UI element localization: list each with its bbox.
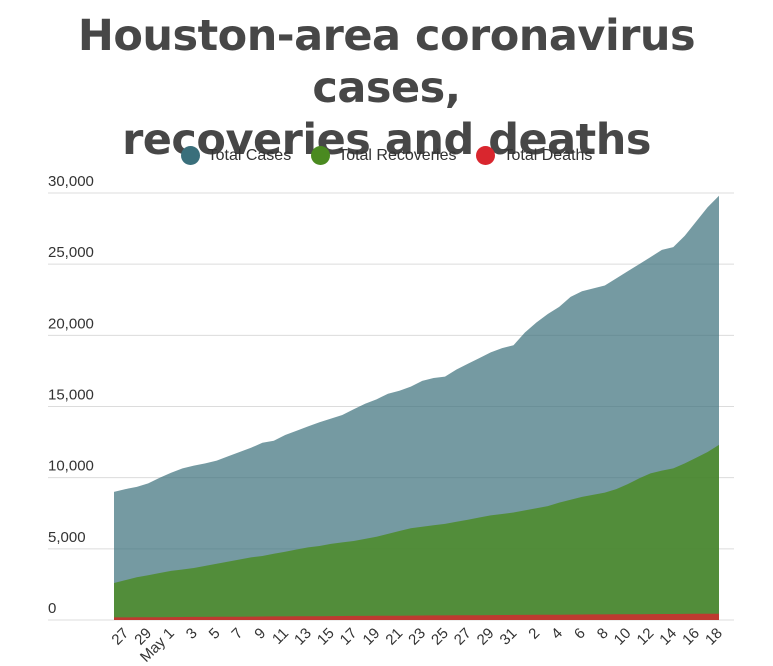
y-tick-label: 25,000: [48, 244, 94, 261]
x-tick-label: 11: [269, 625, 292, 648]
x-tick-label: 25: [428, 625, 452, 649]
legend-item-total-cases[interactable]: Total Cases: [180, 146, 292, 165]
x-tick-label: 31: [497, 625, 521, 649]
x-tick-label: 21: [382, 625, 406, 649]
area-series: [114, 195, 719, 621]
y-axis: 0 5,000 10,000 15,000 20,000 25,000 30,000: [48, 173, 94, 617]
legend-item-total-deaths[interactable]: Total Deaths: [476, 146, 592, 165]
x-tick-label: 14: [656, 625, 680, 649]
chart-title: Houston-area coronavirus cases, recoveri…: [0, 10, 773, 166]
x-tick-label: 27: [108, 625, 132, 649]
x-tick-label: 5: [206, 625, 224, 643]
x-tick-label: 27: [451, 625, 475, 649]
chart-title-line-1: Houston-area coronavirus cases,: [77, 11, 696, 113]
x-tick-label: 18: [702, 625, 726, 649]
x-tick-label: 2: [525, 625, 543, 643]
x-tick-label: 16: [679, 625, 703, 649]
legend-swatch-total-cases: [180, 146, 200, 165]
x-tick-label: 3: [183, 625, 201, 643]
legend-label-total-recoveries: Total Recoveries: [338, 146, 457, 164]
x-tick-label: 10: [611, 625, 635, 649]
x-tick-label: 13: [291, 625, 315, 649]
y-tick-label: 5,000: [48, 529, 86, 546]
x-tick-label: 9: [251, 625, 269, 643]
y-tick-label: 30,000: [48, 173, 94, 190]
x-tick-label: 7: [228, 625, 246, 643]
y-tick-label: 10,000: [48, 458, 94, 475]
x-tick-label: 19: [360, 625, 384, 649]
legend-item-total-recoveries[interactable]: Total Recoveries: [311, 146, 456, 165]
x-tick-label: 4: [548, 625, 566, 643]
legend-swatch-total-deaths: [476, 146, 496, 165]
chart-title-line-2: recoveries and deaths: [122, 115, 651, 165]
legend-swatch-total-recoveries: [311, 146, 331, 165]
x-tick-label: 29: [474, 625, 498, 649]
y-tick-label: 15,000: [48, 387, 94, 404]
y-tick-label: 20,000: [48, 315, 94, 332]
area-total-recoveries[interactable]: [114, 444, 719, 620]
area-total-deaths[interactable]: [114, 613, 719, 620]
chart-legend: Total Cases Total Recoveries Total Death…: [0, 146, 773, 165]
x-tick-label: 23: [405, 625, 429, 649]
legend-label-total-cases: Total Cases: [207, 146, 292, 164]
x-tick-label: 6: [571, 625, 589, 643]
x-tick-label: 15: [314, 625, 338, 649]
legend-label-total-deaths: Total Deaths: [503, 146, 593, 164]
x-tick-label: 12: [634, 625, 658, 649]
x-tick-label: 17: [337, 625, 361, 649]
x-tick-label: 8: [594, 625, 612, 643]
y-tick-label: 0: [48, 600, 56, 617]
